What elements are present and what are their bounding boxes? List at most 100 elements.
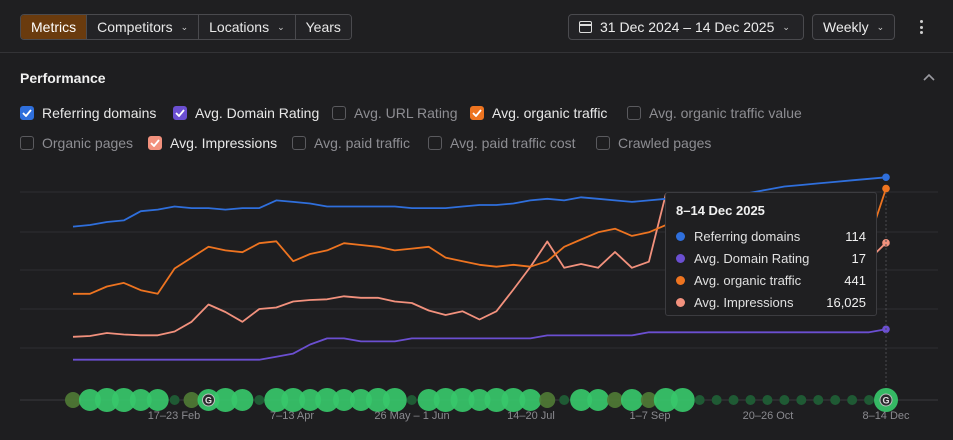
checkbox-checked-icon[interactable] [470, 106, 484, 120]
x-tick-label: 7–13 Apr [270, 410, 314, 422]
google-update-label: G [882, 396, 889, 406]
metric-checkbox-avg-paid-traffic[interactable]: Avg. paid traffic [292, 134, 410, 152]
annotation-bubble [607, 392, 623, 408]
metric-checkbox-referring-domains[interactable]: Referring domains [20, 104, 156, 122]
annotation-dot [813, 395, 824, 405]
annotation-bubble [264, 388, 289, 412]
annotation-bubble [365, 388, 390, 412]
annotation-bubble [539, 392, 556, 408]
metric-label: Avg. URL Rating [354, 105, 458, 121]
annotation-bubble [299, 389, 322, 411]
annotation-dot [830, 395, 841, 405]
series-color-dot [676, 253, 685, 263]
checkbox-empty-icon[interactable] [292, 136, 306, 150]
annotation-bubble [450, 388, 475, 412]
x-tick-label: 14–20 Jul [507, 410, 555, 422]
tooltip-value: 441 [844, 272, 866, 288]
more-options-icon[interactable] [915, 18, 927, 36]
tooltip-label: Avg. Domain Rating [694, 250, 810, 266]
series-end-point [882, 184, 890, 193]
annotation-bubble [484, 388, 509, 412]
annotation-bubble [231, 389, 254, 411]
tab-years[interactable]: Years [295, 15, 351, 39]
checkbox-empty-icon[interactable] [627, 106, 641, 120]
tooltip-value: 114 [845, 228, 866, 244]
tooltip-row: Avg. Impressions 16,025 [676, 291, 866, 313]
chevron-up-icon[interactable] [922, 71, 936, 83]
annotation-bubble [417, 389, 440, 411]
checkbox-checked-icon[interactable] [148, 136, 162, 150]
checkbox-empty-icon[interactable] [428, 136, 442, 150]
chevron-down-icon: ⌄ [782, 21, 790, 32]
annotation-bubble [433, 388, 458, 412]
annotation-dot [711, 395, 722, 405]
annotation-bubble [315, 388, 340, 412]
metric-label: Avg. Domain Rating [195, 105, 320, 121]
metric-checkbox-organic-pages[interactable]: Organic pages [20, 134, 133, 152]
annotation-dot [847, 395, 858, 405]
x-tick-label: 26 May – 1 Jun [374, 410, 449, 422]
tab-metrics[interactable]: Metrics [21, 15, 88, 39]
annotation-bubble [213, 388, 238, 412]
annotation-dot [254, 395, 265, 405]
annotation-dot [728, 395, 739, 405]
metric-label: Referring domains [42, 105, 157, 121]
annotation-bubble [382, 388, 407, 412]
metric-label: Organic pages [42, 135, 134, 151]
annotation-dot [694, 395, 705, 405]
tooltip-label: Avg. Impressions [694, 294, 794, 310]
annotation-bubble [587, 389, 610, 411]
series-color-dot [676, 275, 685, 285]
top-toolbar: Metrics Competitors ⌄ Locations ⌄ Years 31… [0, 0, 953, 53]
view-tabs: Metrics Competitors ⌄ Locations ⌄ Years [20, 14, 352, 40]
annotation-bubble [146, 389, 169, 411]
x-tick-label: 1–7 Sep [630, 410, 671, 422]
tooltip-row: Avg. organic traffic 441 [676, 269, 866, 291]
metric-checkbox-crawled-pages[interactable]: Crawled pages [596, 134, 711, 152]
checkbox-empty-icon[interactable] [332, 106, 346, 120]
checkbox-empty-icon[interactable] [596, 136, 610, 150]
metric-checkbox-avg-domain-rating[interactable]: Avg. Domain Rating [173, 104, 319, 122]
tooltip-title: 8–14 Dec 2025 [676, 203, 765, 218]
checkbox-checked-icon[interactable] [173, 106, 187, 120]
performance-chart: G G 17–23 Feb 7–13 Apr 26 May – 1 Jun 14–20 J… [20, 173, 938, 422]
tooltip-row: Referring domains 114 [676, 225, 866, 247]
google-update-label: G [205, 396, 212, 406]
series-color-dot [676, 231, 685, 241]
tab-competitors[interactable]: Competitors ⌄ [87, 15, 200, 39]
annotation-dot [406, 395, 417, 405]
annotation-bubble [111, 388, 136, 412]
tooltip-value: 17 [851, 250, 866, 266]
annotation-dot [559, 395, 570, 405]
metric-checkbox-avg-organic-traffic[interactable]: Avg. organic traffic [470, 104, 607, 122]
date-range-picker[interactable]: 31 Dec 2024 – 14 Dec 2025 ⌄ [568, 14, 804, 40]
metric-label: Avg. organic traffic [492, 105, 608, 121]
series-color-dot [676, 297, 685, 307]
metric-checkbox-avg-impressions[interactable]: Avg. Impressions [148, 134, 277, 152]
calendar-icon [579, 21, 592, 33]
metric-checkbox-avg-url-rating[interactable]: Avg. URL Rating [332, 104, 458, 122]
annotation-bubble [653, 388, 678, 412]
annotation-bubble [670, 388, 695, 412]
interval-select[interactable]: Weekly ⌄ [812, 14, 895, 40]
annotation-bubble [501, 388, 526, 412]
chevron-down-icon: ⌄ [876, 21, 885, 32]
tooltip-row: Avg. Domain Rating 17 [676, 247, 866, 269]
chevron-down-icon: ⌄ [180, 21, 189, 32]
metric-label: Avg. Impressions [170, 135, 278, 151]
annotation-bubble [65, 392, 81, 408]
checkbox-empty-icon[interactable] [20, 136, 34, 150]
annotation-dot [796, 395, 807, 405]
series-end-point [882, 173, 890, 182]
checkbox-checked-icon[interactable] [20, 106, 34, 120]
tab-locations[interactable]: Locations ⌄ [199, 15, 296, 39]
annotation-bubble [349, 389, 372, 411]
annotation-dot [864, 395, 875, 405]
annotation-bubble [640, 392, 657, 408]
metric-checkbox-avg-organic-traffic-value[interactable]: Avg. organic traffic value [627, 104, 802, 122]
chevron-down-icon: ⌄ [277, 21, 285, 32]
series-line-avg-domain-rating [73, 328, 887, 361]
metric-checkbox-avg-paid-traffic-cost[interactable]: Avg. paid traffic cost [428, 134, 576, 152]
metric-label: Crawled pages [618, 135, 712, 151]
annotation-bubble [620, 389, 643, 411]
